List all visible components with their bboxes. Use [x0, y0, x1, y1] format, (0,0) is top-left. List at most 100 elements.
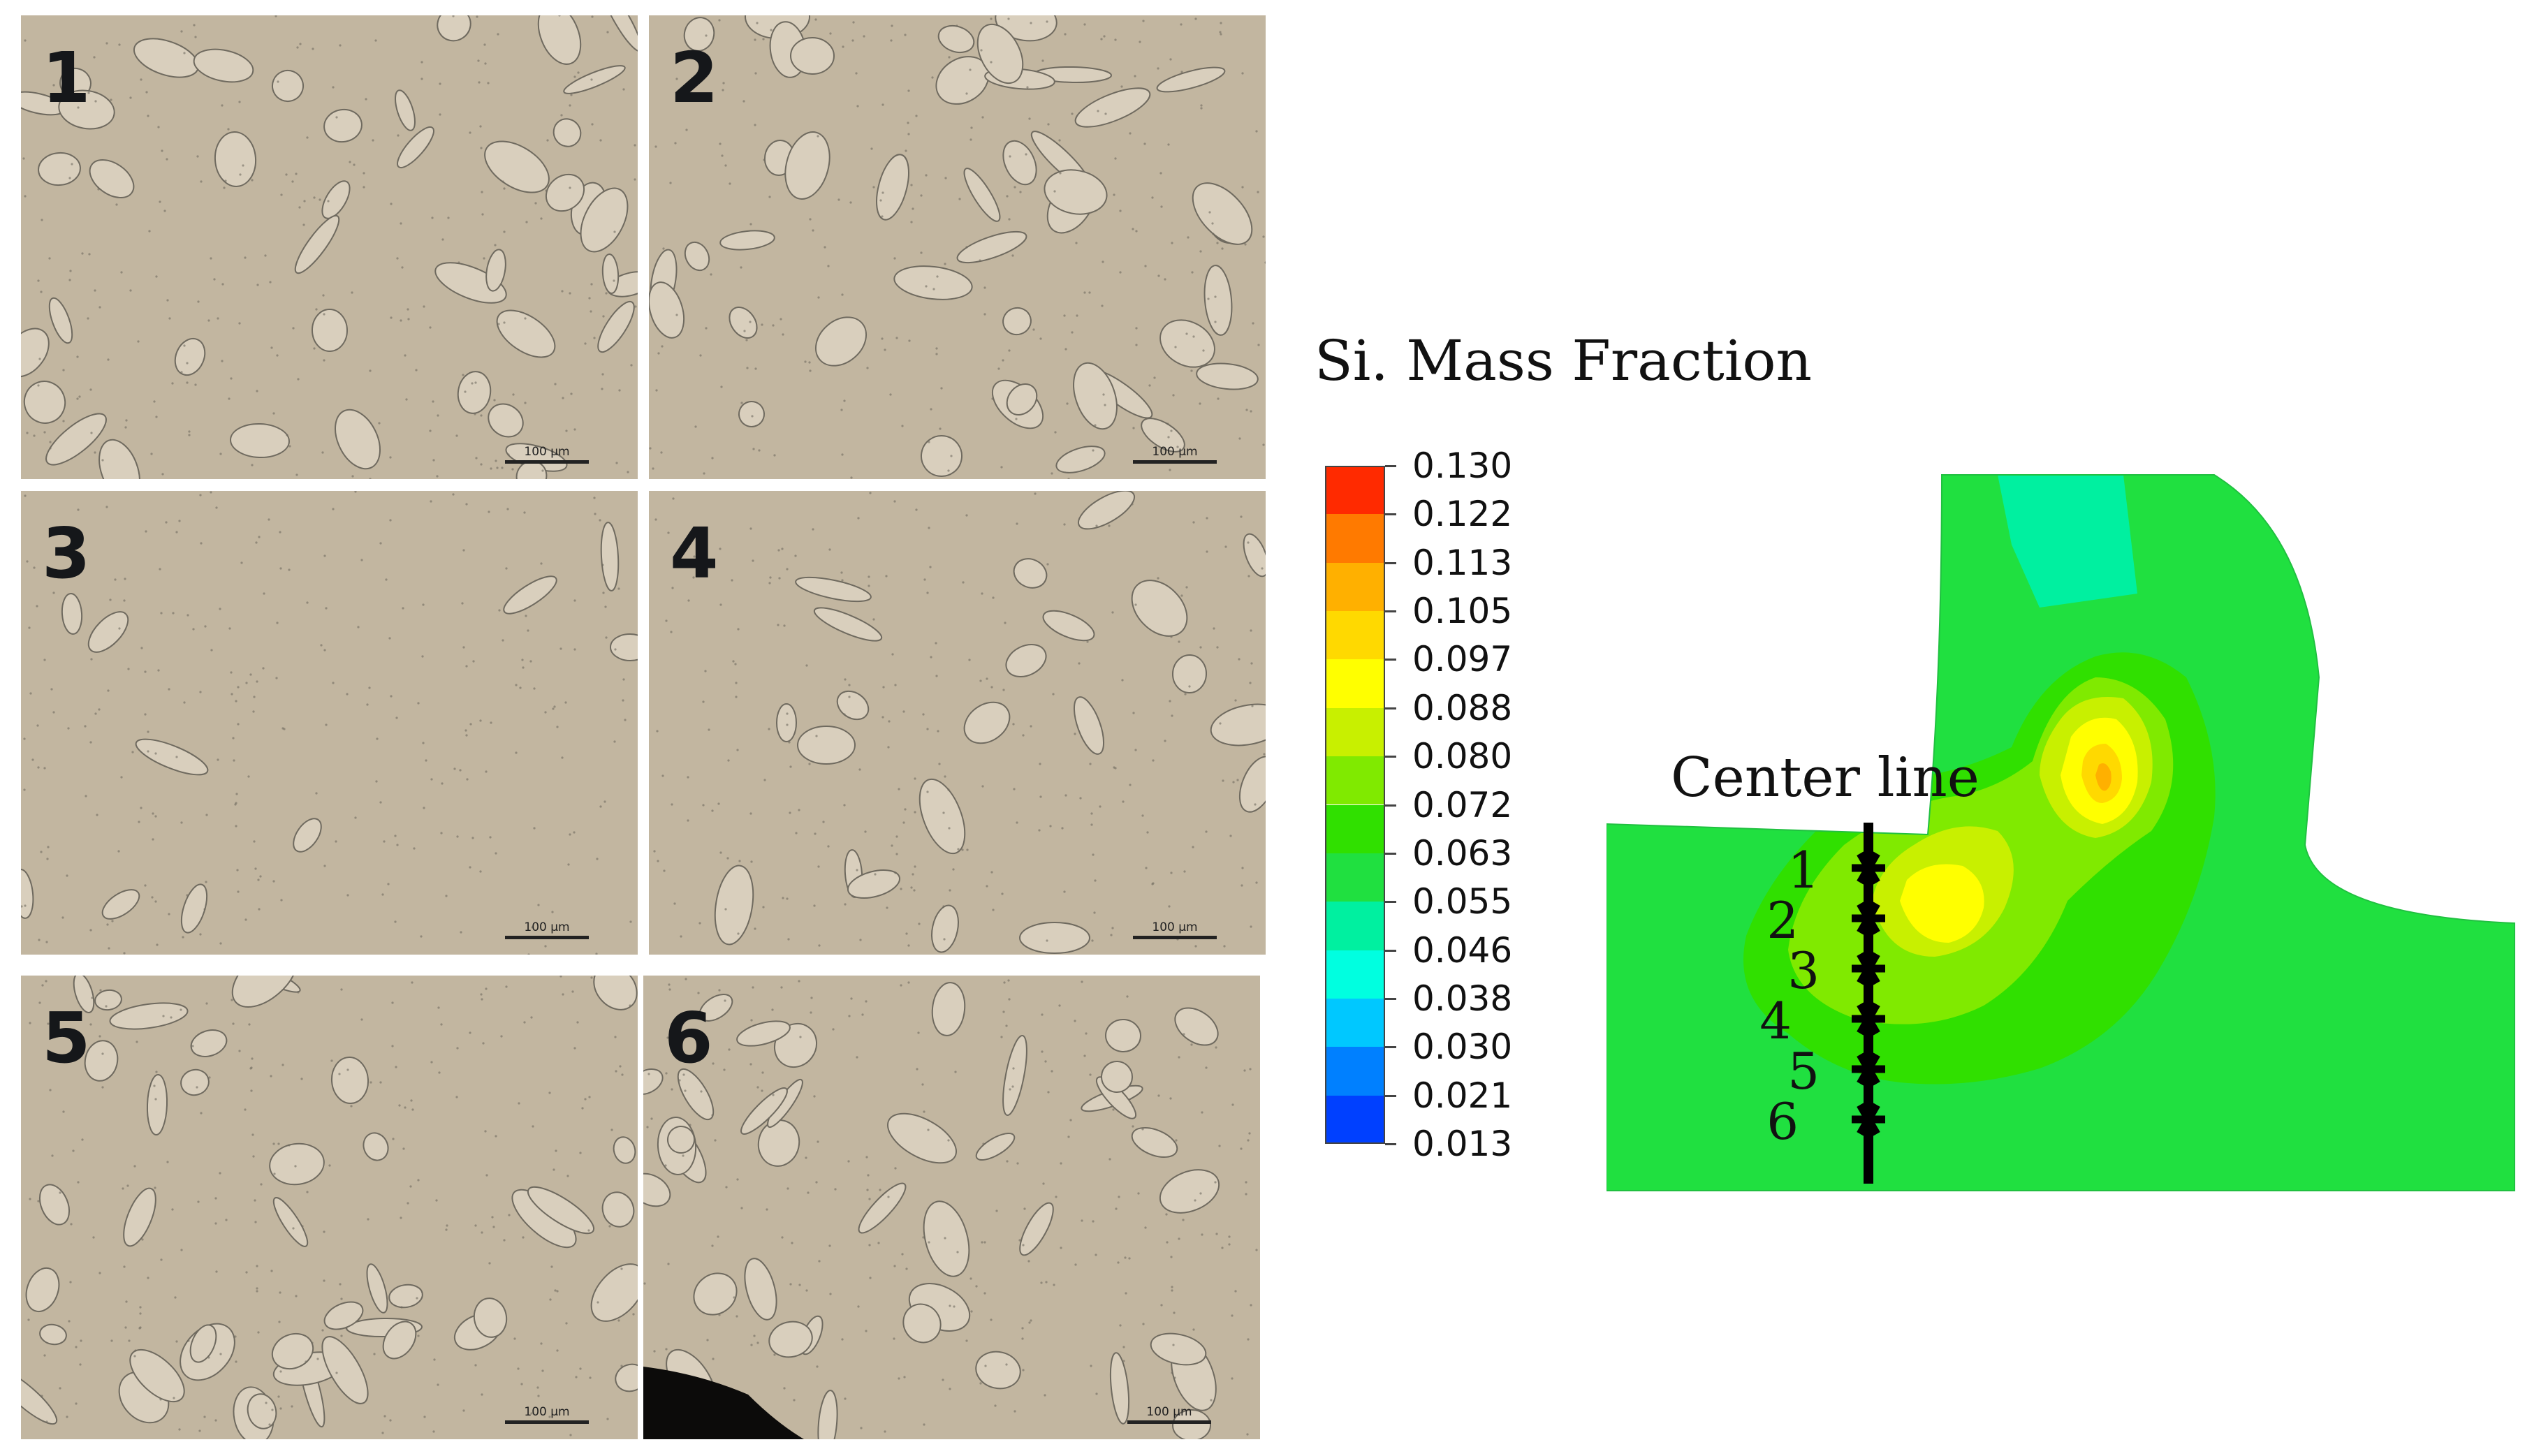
contour-low-region-small [2417, 803, 2466, 852]
contour-113-region [2095, 763, 2112, 791]
colorbar-segment [1325, 1095, 1385, 1144]
measurement-point-label: 6 [1766, 1092, 1799, 1151]
colorbar-segment [1325, 659, 1385, 708]
micrograph-panel-2: 2 100 μm [649, 15, 1266, 479]
scale-bar-line [1133, 936, 1217, 939]
colorbar-value-label: 0.072 [1412, 784, 1513, 825]
colorbar [1325, 466, 1385, 1144]
colorbar-value-label: 0.055 [1412, 881, 1513, 922]
micrograph-texture [649, 491, 1266, 955]
scale-bar-line [1133, 460, 1217, 464]
center-line-label: Center line [1671, 747, 1979, 809]
colorbar-value-label: 0.030 [1412, 1027, 1513, 1068]
colorbar-value-label: 0.122 [1412, 494, 1513, 535]
colorbar-segment [1325, 1047, 1385, 1096]
colorbar-value-label: 0.130 [1412, 446, 1513, 486]
colorbar-segment [1325, 466, 1385, 515]
scale-bar: 100 μm [505, 922, 589, 939]
measurement-point-label: 2 [1766, 891, 1799, 950]
scale-bar-label: 100 μm [524, 445, 570, 459]
part-outline [1607, 474, 2515, 1191]
micrograph-texture [21, 491, 638, 955]
measurement-point-1: 1 [1787, 841, 1885, 899]
scale-bar-label: 100 μm [1152, 920, 1198, 934]
colorbar-tick [1385, 513, 1396, 516]
colorbar-segment [1325, 804, 1385, 853]
colorbar-value-label: 0.038 [1412, 978, 1513, 1019]
colorbar-tick [1385, 1143, 1396, 1145]
colorbar-value-label: 0.046 [1412, 929, 1513, 971]
scale-bar: 100 μm [505, 1406, 589, 1424]
colorbar-segment [1325, 756, 1385, 805]
colorbar-segment [1325, 514, 1385, 563]
colorbar-tick [1385, 1046, 1396, 1049]
scale-bar-line [505, 936, 589, 939]
colorbar-value-label: 0.097 [1412, 639, 1513, 680]
colorbar-tick [1385, 949, 1396, 952]
colorbar-tick [1385, 804, 1396, 807]
scale-bar-line [505, 460, 589, 464]
micrograph-panel-1: 1 100 μm [21, 15, 638, 479]
panel-number-label: 1 [42, 37, 91, 119]
measurement-point-label: 4 [1759, 992, 1792, 1050]
colorbar-tick [1385, 852, 1396, 855]
micrograph-texture [21, 976, 638, 1439]
colorbar-tick [1385, 707, 1396, 709]
scale-bar: 100 μm [1133, 922, 1217, 939]
scale-bar: 100 μm [505, 446, 589, 464]
scale-bar-label: 100 μm [524, 1405, 570, 1419]
scale-bar: 100 μm [1127, 1406, 1211, 1424]
measurement-point-label: 3 [1787, 941, 1820, 1000]
colorbar-segment [1325, 853, 1385, 902]
micrograph-texture [21, 15, 638, 479]
panel-number-label: 4 [670, 513, 719, 594]
colorbar-tick [1385, 1094, 1396, 1097]
colorbar-tick [1385, 997, 1396, 1000]
colorbar-segment [1325, 902, 1385, 950]
measurement-point-2: 2 [1766, 891, 1885, 950]
colorbar-segment [1325, 998, 1385, 1047]
measurement-point-4: 4 [1759, 992, 1885, 1050]
micrograph-panel-6: 6 100 μm [643, 976, 1260, 1439]
legend-title: Si. Mass Fraction [1315, 328, 1813, 393]
colorbar-value-label: 0.021 [1412, 1075, 1513, 1116]
colorbar-value-label: 0.113 [1412, 542, 1513, 583]
colorbar-tick [1385, 659, 1396, 661]
colorbar-tick [1385, 465, 1396, 467]
panel-number-label: 2 [670, 37, 719, 119]
scale-bar-line [505, 1420, 589, 1424]
micrograph-panel-3: 3 100 μm [21, 491, 638, 955]
scale-bar-label: 100 μm [1152, 445, 1198, 459]
scale-bar-label: 100 μm [524, 920, 570, 934]
scale-bar-line [1127, 1420, 1211, 1424]
colorbar-segment [1325, 611, 1385, 660]
colorbar-tick [1385, 610, 1396, 613]
colorbar-tick [1385, 561, 1396, 564]
colorbar-value-label: 0.013 [1412, 1124, 1513, 1164]
scale-bar-label: 100 μm [1146, 1405, 1192, 1419]
panel-number-label: 5 [42, 997, 91, 1079]
measurement-point-3: 3 [1787, 941, 1885, 1000]
contour-low-region [1998, 475, 2137, 608]
colorbar-segment [1325, 950, 1385, 999]
measurement-point-5: 5 [1787, 1042, 1885, 1101]
micrograph-panel-4: 4 100 μm [649, 491, 1266, 955]
panel-number-label: 6 [664, 997, 713, 1079]
panel-number-label: 3 [42, 513, 91, 594]
measurement-point-6: 6 [1766, 1092, 1885, 1151]
colorbar-segment [1325, 562, 1385, 612]
micrograph-panel-5: 5 100 μm [21, 976, 638, 1439]
colorbar-tick [1385, 901, 1396, 904]
micrograph-texture [643, 976, 1260, 1439]
contour-097-region [1900, 717, 2138, 943]
colorbar-value-label: 0.080 [1412, 736, 1513, 777]
micrograph-texture [649, 15, 1266, 479]
contour-low-region-edge [2487, 635, 2515, 698]
scale-bar: 100 μm [1133, 446, 1217, 464]
measurement-point-label: 5 [1787, 1042, 1820, 1101]
measurement-point-label: 1 [1787, 841, 1820, 899]
colorbar-tick [1385, 756, 1396, 758]
colorbar-value-label: 0.088 [1412, 687, 1513, 728]
